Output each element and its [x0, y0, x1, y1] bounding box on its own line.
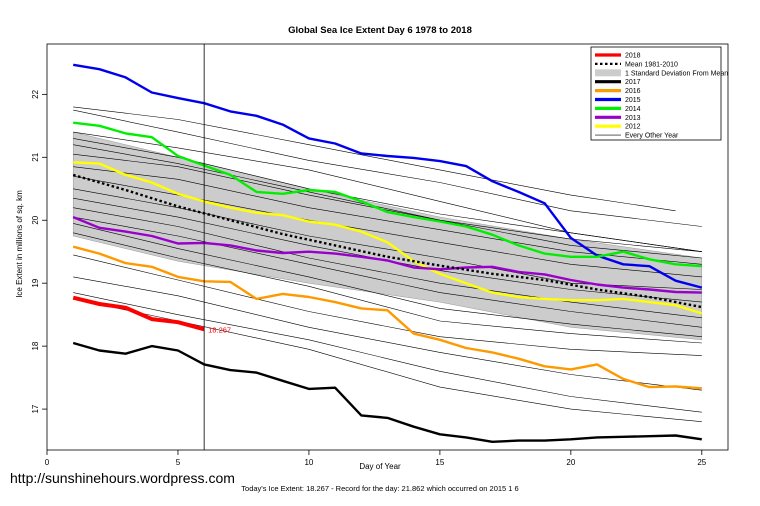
- x-axis: 0 5 10 15 20 25: [45, 450, 707, 467]
- y-axis-label: Ice Extent in millions of sq. km: [15, 190, 24, 298]
- every-other-year-line-13: [73, 223, 702, 337]
- y-tick-label: 21: [31, 152, 40, 161]
- legend-label: 2014: [625, 106, 641, 113]
- legend-label: Mean 1981-2010: [625, 61, 678, 68]
- x-tick-label: 25: [697, 458, 706, 467]
- legend-entry: 2013: [595, 115, 641, 122]
- legend-entry: 2016: [595, 88, 641, 95]
- every-other-year-line-11: [73, 207, 702, 319]
- series-line-2015: [73, 63, 703, 289]
- legend-label: 2016: [625, 88, 641, 95]
- mean-line: [72, 173, 703, 309]
- every-other-year-line-1: [73, 106, 676, 212]
- y-tick-label: 19: [31, 278, 40, 287]
- legend-label: 2017: [625, 79, 641, 86]
- y-tick-label: 22: [31, 89, 40, 98]
- every-other-year-line-18: [73, 298, 702, 422]
- every-other-year-line-12: [73, 216, 702, 328]
- series-line-2012: [73, 161, 703, 315]
- legend-label: Every Other Year: [625, 133, 679, 140]
- series-line-2014: [73, 121, 702, 268]
- legend-entry: 2012: [595, 124, 641, 131]
- x-tick-label: 5: [176, 458, 181, 467]
- x-tick-label: 20: [566, 458, 575, 467]
- legend-label: 2015: [625, 97, 641, 104]
- highlight-year-lines: [72, 63, 703, 443]
- x-axis-label: Day of Year: [359, 462, 401, 471]
- legend-label: 2013: [625, 115, 641, 122]
- series-line-2013: [72, 215, 702, 294]
- legend-box: [590, 46, 722, 141]
- plot-area: 18.267: [72, 44, 703, 450]
- y-tick-label: 20: [31, 215, 40, 224]
- legend-entry: 1 Standard Deviation From Mean: [595, 69, 728, 77]
- every-other-year-line-16: [73, 276, 702, 391]
- every-other-year-line-14: [73, 232, 702, 344]
- y-tick-label: 17: [31, 404, 40, 413]
- legend-entry: 2018: [595, 53, 641, 60]
- legend-entry: 2015: [595, 97, 641, 104]
- legend-entry: 2014: [595, 106, 641, 113]
- series-line-2016: [72, 245, 702, 390]
- series-line-2018: [72, 295, 205, 332]
- current-value-label: 18.267: [208, 325, 231, 334]
- y-tick-label: 18: [31, 341, 40, 350]
- y-axis: 17 18 19 20 21 22: [31, 89, 47, 414]
- chart-title: Global Sea Ice Extent Day 6 1978 to 2018: [288, 25, 472, 36]
- every-other-year-line-2: [73, 109, 702, 227]
- x-tick-label: 15: [435, 458, 444, 467]
- footer-note: Today's Ice Extent: 18.267 - Record for …: [241, 484, 518, 493]
- legend-entry: Every Other Year: [595, 133, 679, 140]
- every-other-year-line-15: [73, 254, 702, 356]
- every-other-year-line-4: [73, 138, 702, 252]
- every-other-year-line-8: [73, 175, 702, 278]
- legend-label: 2018: [625, 53, 641, 60]
- legend-swatch: [595, 69, 621, 77]
- every-other-year-line-17: [73, 292, 702, 413]
- legend-label: 1 Standard Deviation From Mean: [625, 70, 728, 77]
- x-tick-label: 0: [45, 458, 50, 467]
- legend-entry: Mean 1981-2010: [595, 61, 678, 68]
- plot-frame: [46, 43, 729, 451]
- legend-label: 2012: [625, 124, 641, 131]
- series-line-2017: [72, 341, 702, 443]
- watermark-url: http://sunshinehours.wordpress.com: [10, 470, 235, 486]
- x-tick-label: 10: [304, 458, 313, 467]
- legend-entry: 2017: [595, 79, 641, 86]
